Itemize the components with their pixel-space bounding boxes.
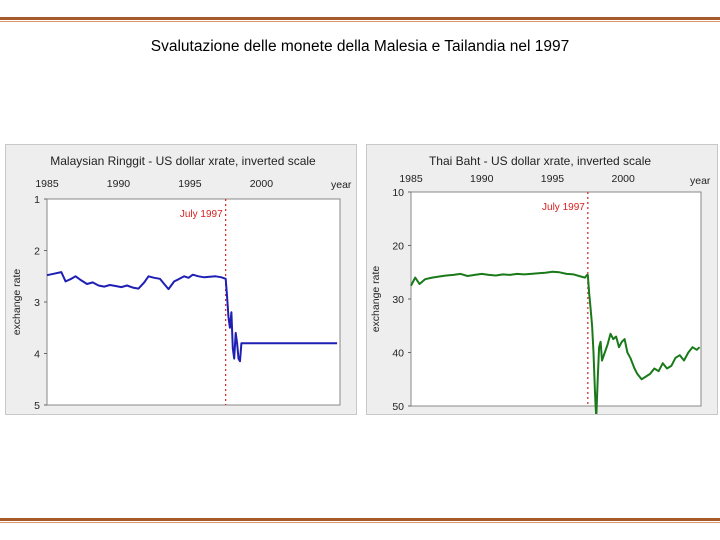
y-tick-label: 50 [392,401,404,413]
y-tick-label: 1 [34,194,40,206]
ringgit-series-line [46,271,338,363]
bottom-rule-thin [0,522,720,523]
x-tick-label: 1985 [399,173,423,185]
y-tick-label: 20 [392,241,404,253]
x-tick-label: 1990 [107,178,131,190]
x-axis-label: year [331,179,352,191]
plot-area [46,198,341,406]
baht-chart: Thai Baht - US dollar xrate, inverted sc… [370,154,711,414]
top-rule-thin [0,21,720,22]
y-axis-label: exchange rate [11,269,23,336]
y-tick-label: 40 [392,348,404,360]
ringgit-chart-panel: Malaysian Ringgit - US dollar xrate, inv… [5,144,357,415]
top-rule [0,17,720,20]
plot-area [410,191,702,407]
chart-title: Malaysian Ringgit - US dollar xrate, inv… [50,154,316,168]
x-tick-label: 2000 [250,178,274,190]
x-tick-label: 1995 [178,178,202,190]
x-tick-label: 2000 [612,173,636,185]
y-tick-label: 3 [34,297,40,309]
x-axis-label: year [690,175,711,187]
y-tick-label: 4 [34,349,40,361]
y-axis-label: exchange rate [370,266,382,333]
x-tick-label: 1995 [541,173,565,185]
baht-chart-panel: Thai Baht - US dollar xrate, inverted sc… [366,144,718,415]
bottom-rule [0,518,720,521]
y-tick-label: 5 [34,400,40,412]
chart-title: Thai Baht - US dollar xrate, inverted sc… [429,154,651,168]
x-tick-label: 1990 [470,173,494,185]
y-tick-label: 30 [392,294,404,306]
slide-title: Svalutazione delle monete della Malesia … [150,38,570,55]
july-1997-label: July 1997 [542,202,585,213]
x-tick-label: 1985 [35,178,59,190]
y-tick-label: 10 [392,187,404,199]
july-1997-label: July 1997 [180,209,223,220]
ringgit-chart: Malaysian Ringgit - US dollar xrate, inv… [11,154,352,412]
y-tick-label: 2 [34,246,40,258]
baht-series-line [410,270,701,414]
